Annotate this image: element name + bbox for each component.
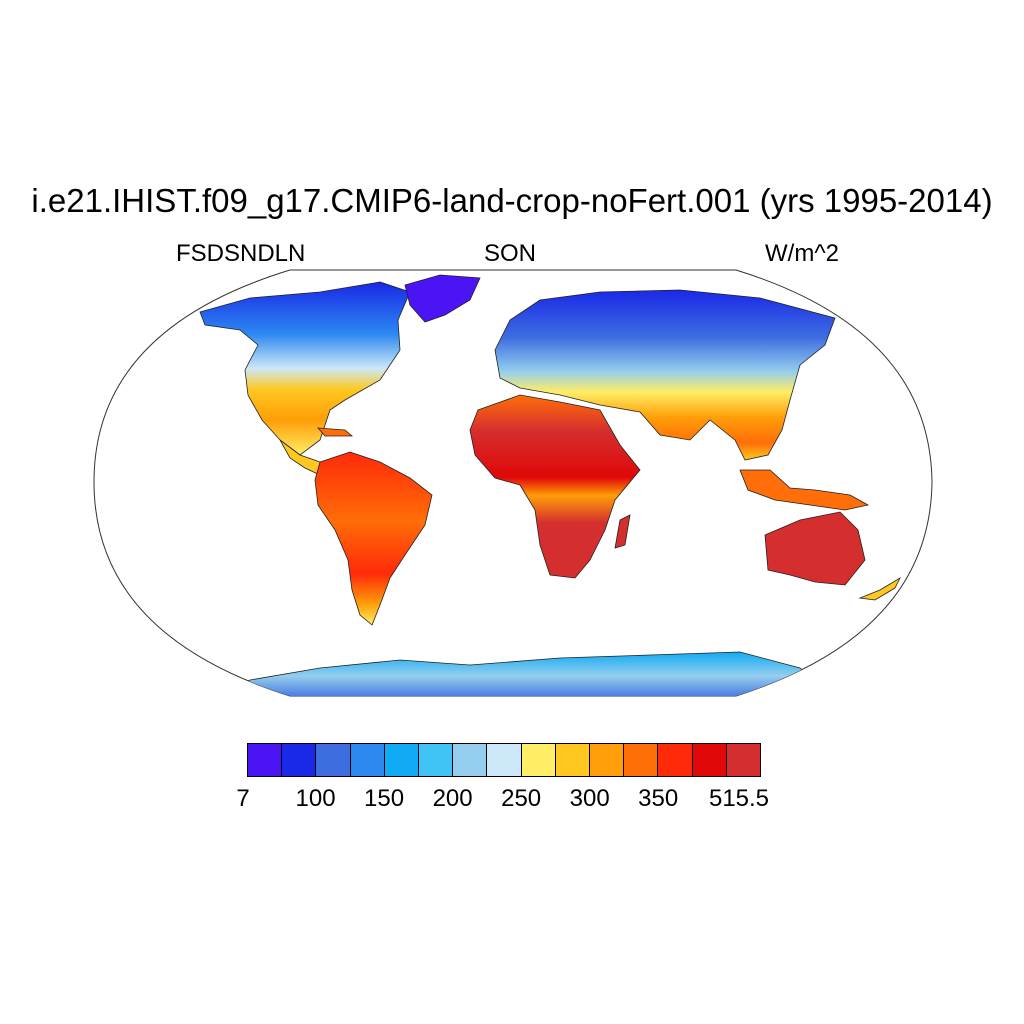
colorbar-tick-label: 515.5 — [708, 785, 770, 812]
colorbar-tick-label: 7 — [236, 785, 250, 812]
australia — [764, 511, 866, 586]
colorbar-swatch — [282, 744, 317, 776]
colorbar-ticks: 7 100 150 200 250 300 350 515.5 — [0, 785, 1024, 815]
season-label: SON — [484, 240, 537, 267]
colorbar-tick-label: 200 — [432, 785, 473, 812]
colorbar-swatch — [419, 744, 454, 776]
colorbar-swatch — [521, 744, 556, 776]
colorbar-swatch — [658, 744, 693, 776]
colorbar-tick-label: 150 — [364, 785, 405, 812]
colorbar-swatch — [590, 744, 625, 776]
new-zealand — [858, 576, 901, 601]
madagascar — [614, 514, 631, 549]
colorbar-swatch — [384, 744, 420, 776]
south-america — [314, 451, 433, 626]
colorbar-swatch — [316, 744, 351, 776]
caribbean — [317, 427, 354, 437]
colorbar-tick-label: 250 — [501, 785, 542, 812]
colorbar — [247, 743, 761, 777]
colorbar-swatch — [726, 744, 761, 776]
colorbar-swatch — [487, 744, 522, 776]
southeast-asia — [739, 469, 870, 511]
north-america — [199, 281, 411, 456]
figure-title: i.e21.IHIST.f09_g17.CMIP6-land-crop-noFe… — [31, 182, 993, 219]
antarctica — [199, 651, 842, 696]
greenland — [404, 274, 481, 323]
colorbar-swatch — [453, 744, 488, 776]
colorbar-swatch — [692, 744, 727, 776]
variable-label: FSDSNDLN — [176, 240, 306, 267]
colorbar-swatch — [624, 744, 659, 776]
colorbar-swatch — [555, 744, 591, 776]
colorbar-swatch — [350, 744, 385, 776]
colorbar-tick-label: 100 — [295, 785, 336, 812]
colorbar-tick-label: 350 — [638, 785, 679, 812]
colorbar-tick-label: 300 — [569, 785, 610, 812]
units-label: W/m^2 — [765, 240, 839, 267]
eurasia — [494, 289, 836, 461]
colorbar-swatch — [248, 744, 283, 776]
africa — [469, 394, 641, 579]
